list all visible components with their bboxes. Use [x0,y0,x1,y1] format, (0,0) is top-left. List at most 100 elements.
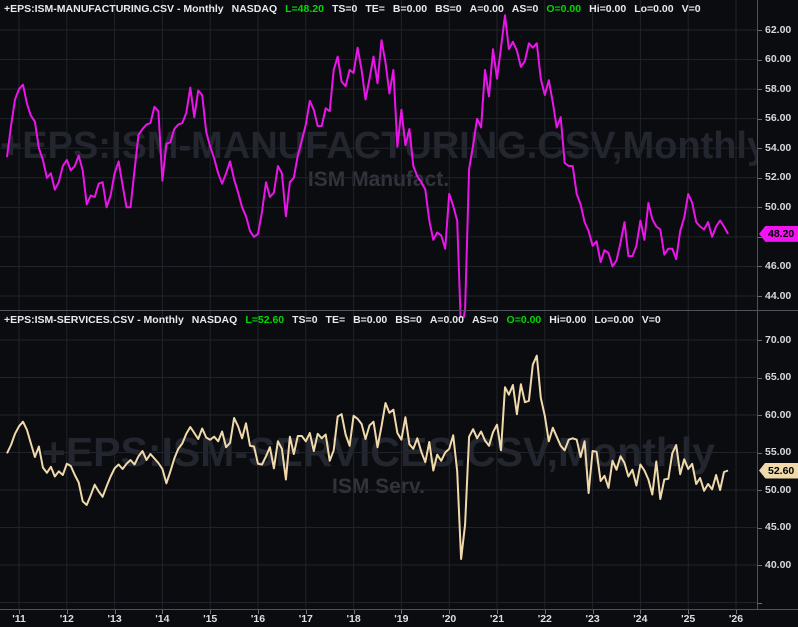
status-field: TE= [325,314,346,326]
status-field: V=0 [641,314,661,326]
x-axis-year-label: '16 [250,613,266,625]
status-field: TS=0 [331,3,358,15]
y-axis-tick [758,118,762,120]
manufacturing-price-tag: 48.20 [759,225,798,242]
x-axis-tick [114,610,116,614]
y-axis-label: 45.00 [765,521,792,533]
x-axis-year-label: '12 [59,613,74,625]
status-field: A=0.00 [469,3,504,15]
x-axis-tick [162,610,164,614]
x-axis-year-label: '13 [107,613,122,625]
y-axis-label: 60.00 [765,408,792,421]
x-axis-year-label: '22 [537,613,552,625]
status-field: A=0.00 [429,314,464,326]
services-price-tag: 52.60 [759,462,798,479]
y-axis-label: 58.00 [765,82,792,95]
status-field: B=0.00 [353,314,388,326]
services-status-line[interactable]: +EPS:ISM-SERVICES.CSV - Monthly NASDAQ L=5… [4,314,669,326]
status-field: TE= [365,3,385,15]
x-axis-tick [688,610,690,614]
y-axis-label: 44.00 [765,289,792,302]
y-axis-tick [758,59,762,61]
price-line [6,354,729,560]
status-field: V=0 [681,3,701,15]
x-axis-year-label: '25 [681,613,696,625]
x-axis-year-label: '24 [633,613,648,625]
pane-divider[interactable] [0,310,798,311]
y-axis-tick [758,296,762,297]
x-axis-tick [353,610,355,614]
y-axis-tick [758,89,762,91]
x-axis-tick [258,610,259,614]
status-field: BS=0 [435,3,462,15]
y-axis-tick [758,415,762,416]
x-axis-year-label: '14 [155,613,170,625]
y-axis-tick [758,602,762,604]
chart-plot-area[interactable]: +EPS:ISM-MANUFACTURING.CSV,Monthly ISM M… [0,0,757,609]
x-axis-year-label: '17 [298,613,313,625]
watermark-subtitle: ISM Manufact. [307,167,450,191]
y-axis-tick [758,340,762,341]
y-axis-label: 46.00 [765,259,792,272]
y-axis-label: 40.00 [765,558,792,571]
status-field: Lo=0.00 [594,314,634,326]
x-axis-year-label: '26 [728,613,744,625]
y-axis-tick [758,148,762,150]
x-axis-tick [210,610,212,614]
y-axis-label: 55.00 [765,446,792,458]
y-axis-label: 54.00 [765,141,792,154]
status-green-value: O=0.00 [546,3,582,15]
y-axis-tick [758,490,762,491]
y-axis-label: 60.00 [765,53,792,66]
status-field: AS=0 [511,3,539,15]
x-axis-tick [640,610,642,614]
y-axis-tick [758,527,762,529]
y-axis-label: 50.00 [765,483,792,496]
y-axis-tick [758,30,762,31]
x-axis-year-label: '23 [585,613,600,625]
y-axis-tick [758,266,762,268]
status-field: AS=0 [471,314,499,326]
x-axis-tick [736,610,737,614]
x-axis-tick [19,610,20,614]
status-field: +EPS:ISM-SERVICES.CSV - Monthly [4,314,184,326]
y-axis-label: 50.00 [765,200,792,213]
manufacturing-line-chart[interactable] [0,0,757,318]
x-axis-tick [305,610,307,614]
x-axis-year-label: '20 [442,613,457,625]
status-field: +EPS:ISM-MANUFACTURING.CSV - Monthly [4,3,224,15]
price-axis[interactable]: 48.20 52.60 62.00 60.00 58.00 56.00 54.00 52.… [757,0,798,609]
y-axis-label: 70.00 [765,333,792,346]
x-axis-tick [497,610,498,614]
time-axis[interactable]: '11 '12 '13 '14 '15 '16 '17 '18 '19 '20 '21 '22 '23 '… [0,609,798,627]
y-axis-tick [758,452,762,454]
y-axis-tick [758,207,762,209]
x-axis-tick [66,610,68,614]
status-field: NASDAQ [231,3,278,15]
status-field: TS=0 [292,314,318,326]
status-field: Lo=0.00 [634,3,674,15]
status-field: Hi=0.00 [549,314,587,326]
y-axis-tick [758,177,762,179]
y-axis-label: 52.00 [765,171,792,184]
y-axis-label: 56.00 [765,112,792,125]
y-axis-tick [758,236,762,238]
services-line-chart[interactable] [0,311,757,609]
y-axis-label: 62.00 [765,23,792,36]
status-field: BS=0 [395,314,422,326]
y-axis-tick [758,377,762,379]
x-axis-tick [592,610,594,614]
price-line [6,14,729,318]
status-field: NASDAQ [191,314,238,326]
watermark-title: +EPS:ISM-MANUFACTURING.CSV,Monthly [0,125,757,167]
manufacturing-status-line[interactable]: +EPS:ISM-MANUFACTURING.CSV - Monthly NASD… [4,3,709,15]
x-axis-year-label: '15 [203,613,218,625]
x-axis-tick [544,610,546,614]
status-field: B=0.00 [392,3,428,15]
x-axis-year-label: '11 [12,613,26,625]
x-axis-tick [401,610,403,614]
x-axis-tick [449,610,451,614]
status-field: Hi=0.00 [589,3,627,15]
status-green-value: O=0.00 [506,314,542,326]
